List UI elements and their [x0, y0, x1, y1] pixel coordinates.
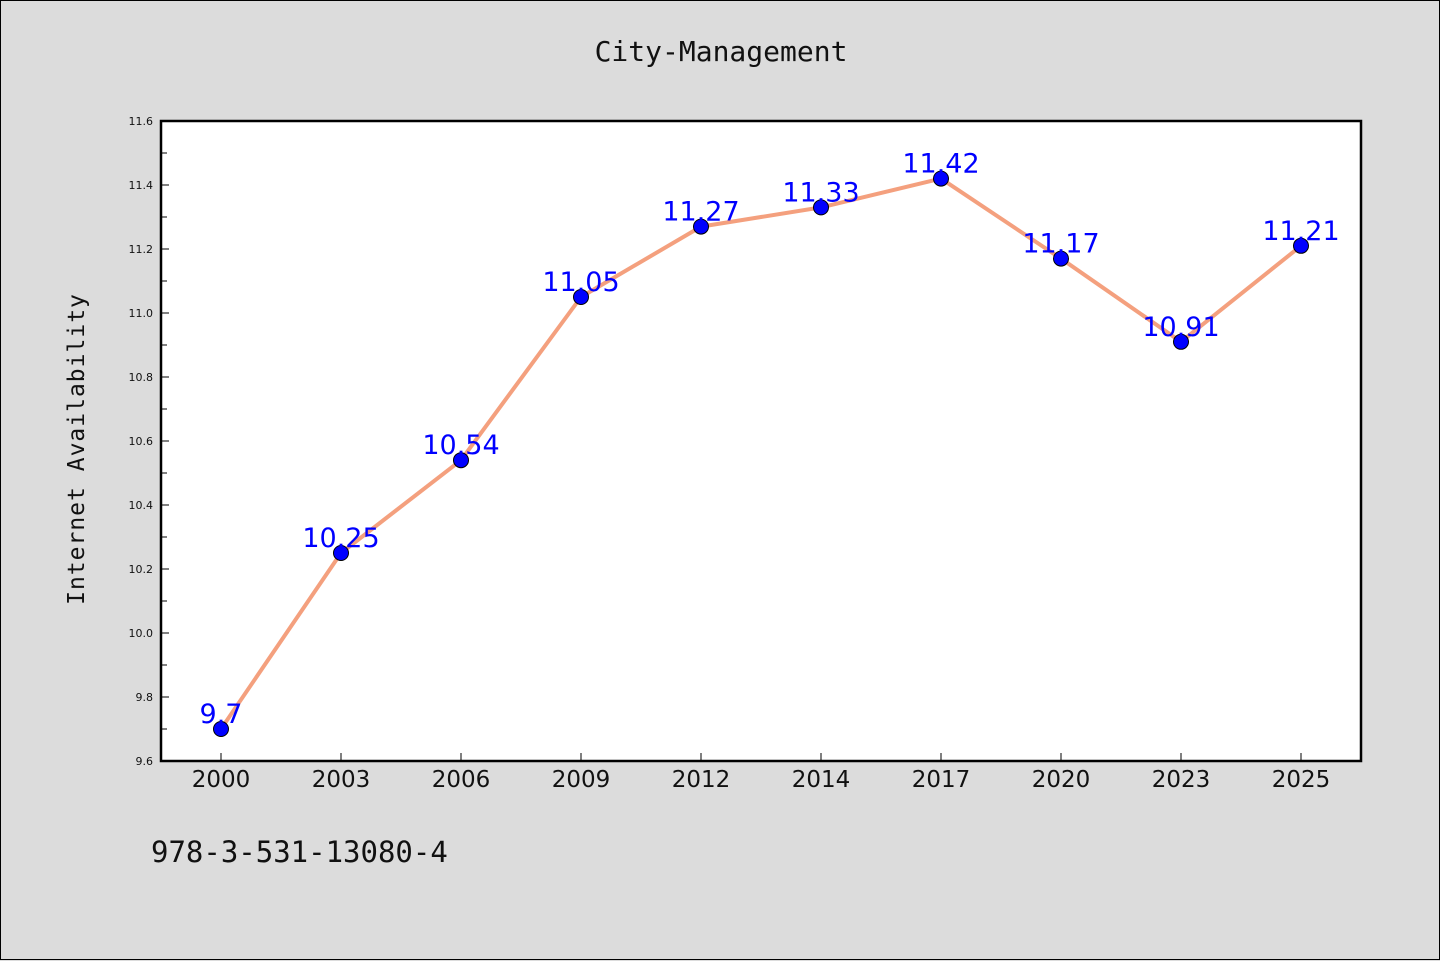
- data-point: [453, 452, 469, 469]
- data-points: [213, 170, 1309, 737]
- data-point: [693, 218, 709, 235]
- y-tick-label: 11.0: [129, 307, 154, 320]
- x-tick-label: 2017: [912, 767, 971, 793]
- y-tick-label: 10.6: [129, 435, 154, 448]
- x-ticks: 2000 2003 2006 2009 2012 2014 2017 2020 2023 2025: [192, 753, 1331, 793]
- footer-isbn: 978-3-531-13080-4: [151, 835, 448, 869]
- data-labels: 9.7 10.25 10.54 11.05 11.27 11.33 11.42 11.17 10…: [200, 149, 1340, 730]
- plot-area: [161, 121, 1361, 761]
- data-point: [1173, 333, 1189, 350]
- y-tick-label: 10.0: [129, 627, 154, 640]
- x-tick-label: 2012: [672, 767, 731, 793]
- data-label: 11.42: [902, 149, 979, 180]
- data-point: [573, 289, 589, 305]
- x-tick-label: 2006: [432, 767, 491, 793]
- data-label: 10.25: [302, 523, 379, 554]
- data-point: [213, 721, 229, 737]
- data-label: 9.7: [200, 699, 243, 730]
- y-tick-label: 9.8: [136, 691, 154, 704]
- data-label: 10.54: [422, 430, 499, 461]
- data-point: [933, 170, 949, 187]
- data-point: [1293, 237, 1309, 254]
- x-tick-label: 2025: [1272, 767, 1331, 793]
- x-tick-label: 2000: [192, 767, 251, 793]
- y-tick-label: 9.6: [136, 755, 154, 768]
- y-tick-label: 11.6: [129, 115, 154, 128]
- data-point: [333, 545, 349, 561]
- y-tick-label: 11.2: [129, 243, 154, 256]
- data-label: 11.21: [1262, 216, 1339, 247]
- plot-frame: [159, 119, 1363, 763]
- data-label: 11.05: [542, 267, 619, 298]
- y-ticks: 9.6 9.8 10.0 10.2 10.4 10.6 10.8 11.0 11.2 11.4 11…: [129, 115, 169, 768]
- x-tick-label: 2003: [312, 767, 371, 793]
- data-point: [1053, 250, 1069, 267]
- data-label: 11.17: [1022, 229, 1099, 260]
- chart-title: City-Management: [594, 35, 848, 68]
- series-line: [219, 176, 1303, 731]
- x-tick-label: 2014: [792, 767, 851, 793]
- y-tick-label: 10.2: [129, 563, 154, 576]
- x-tick-label: 2023: [1152, 767, 1211, 793]
- y-tick-label: 10.8: [129, 371, 154, 384]
- y-tick-label: 11.4: [129, 179, 154, 192]
- data-point: [813, 199, 829, 216]
- data-label: 11.33: [782, 177, 859, 208]
- x-tick-label: 2009: [552, 767, 611, 793]
- x-tick-label: 2020: [1032, 767, 1091, 793]
- data-label: 11.27: [662, 197, 739, 228]
- y-tick-label: 10.4: [129, 499, 154, 512]
- data-label: 10.91: [1142, 312, 1219, 343]
